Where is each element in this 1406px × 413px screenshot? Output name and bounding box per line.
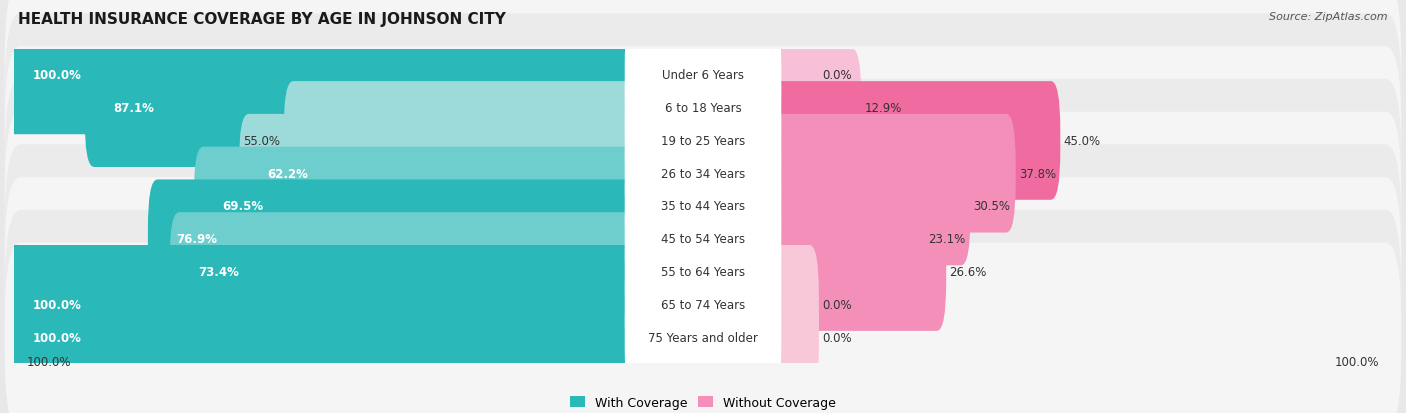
FancyBboxPatch shape	[4, 211, 1402, 399]
Text: Source: ZipAtlas.com: Source: ZipAtlas.com	[1270, 12, 1388, 22]
FancyBboxPatch shape	[4, 112, 1402, 301]
FancyBboxPatch shape	[624, 278, 782, 396]
Text: HEALTH INSURANCE COVERAGE BY AGE IN JOHNSON CITY: HEALTH INSURANCE COVERAGE BY AGE IN JOHN…	[18, 12, 506, 27]
Text: 87.1%: 87.1%	[112, 102, 153, 115]
FancyBboxPatch shape	[4, 278, 644, 396]
FancyBboxPatch shape	[762, 213, 946, 331]
Text: 100.0%: 100.0%	[1334, 355, 1379, 368]
Text: 19 to 25 Years: 19 to 25 Years	[661, 135, 745, 147]
FancyBboxPatch shape	[4, 243, 1402, 413]
Text: 75 Years and older: 75 Years and older	[648, 331, 758, 344]
Text: 35 to 44 Years: 35 to 44 Years	[661, 200, 745, 213]
Text: 62.2%: 62.2%	[267, 167, 308, 180]
Text: 30.5%: 30.5%	[973, 200, 1011, 213]
FancyBboxPatch shape	[4, 0, 1402, 170]
FancyBboxPatch shape	[624, 180, 782, 298]
Text: 23.1%: 23.1%	[928, 233, 965, 246]
Text: 65 to 74 Years: 65 to 74 Years	[661, 298, 745, 311]
FancyBboxPatch shape	[762, 17, 818, 135]
FancyBboxPatch shape	[762, 115, 1015, 233]
Text: 12.9%: 12.9%	[865, 102, 901, 115]
FancyBboxPatch shape	[762, 147, 970, 266]
Text: 55 to 64 Years: 55 to 64 Years	[661, 266, 745, 278]
Text: 6 to 18 Years: 6 to 18 Years	[665, 102, 741, 115]
FancyBboxPatch shape	[624, 17, 782, 135]
Text: 0.0%: 0.0%	[823, 69, 852, 82]
FancyBboxPatch shape	[624, 245, 782, 364]
FancyBboxPatch shape	[624, 82, 782, 200]
Text: 45 to 54 Years: 45 to 54 Years	[661, 233, 745, 246]
FancyBboxPatch shape	[4, 178, 1402, 366]
FancyBboxPatch shape	[284, 82, 644, 200]
FancyBboxPatch shape	[4, 245, 644, 364]
Text: 100.0%: 100.0%	[32, 331, 82, 344]
Text: 100.0%: 100.0%	[32, 69, 82, 82]
Legend: With Coverage, Without Coverage: With Coverage, Without Coverage	[565, 391, 841, 413]
FancyBboxPatch shape	[170, 213, 644, 331]
Text: 73.4%: 73.4%	[198, 266, 239, 278]
Text: 0.0%: 0.0%	[823, 298, 852, 311]
Text: 26.6%: 26.6%	[949, 266, 987, 278]
Text: 100.0%: 100.0%	[27, 355, 72, 368]
FancyBboxPatch shape	[762, 180, 925, 298]
FancyBboxPatch shape	[84, 49, 644, 168]
Text: 69.5%: 69.5%	[222, 200, 263, 213]
Text: 26 to 34 Years: 26 to 34 Years	[661, 167, 745, 180]
FancyBboxPatch shape	[762, 49, 862, 168]
FancyBboxPatch shape	[624, 147, 782, 266]
FancyBboxPatch shape	[4, 47, 1402, 235]
Text: 37.8%: 37.8%	[1019, 167, 1056, 180]
FancyBboxPatch shape	[762, 82, 1060, 200]
FancyBboxPatch shape	[4, 80, 1402, 268]
FancyBboxPatch shape	[148, 180, 644, 298]
Text: 45.0%: 45.0%	[1063, 135, 1101, 147]
Text: 0.0%: 0.0%	[823, 331, 852, 344]
Text: Under 6 Years: Under 6 Years	[662, 69, 744, 82]
Text: 76.9%: 76.9%	[176, 233, 217, 246]
FancyBboxPatch shape	[239, 115, 644, 233]
FancyBboxPatch shape	[762, 278, 818, 396]
FancyBboxPatch shape	[4, 145, 1402, 333]
FancyBboxPatch shape	[624, 115, 782, 233]
FancyBboxPatch shape	[4, 17, 644, 135]
Text: 100.0%: 100.0%	[32, 298, 82, 311]
FancyBboxPatch shape	[624, 213, 782, 331]
FancyBboxPatch shape	[4, 14, 1402, 203]
Text: 55.0%: 55.0%	[243, 135, 281, 147]
FancyBboxPatch shape	[762, 245, 818, 364]
FancyBboxPatch shape	[624, 49, 782, 168]
FancyBboxPatch shape	[194, 147, 644, 266]
